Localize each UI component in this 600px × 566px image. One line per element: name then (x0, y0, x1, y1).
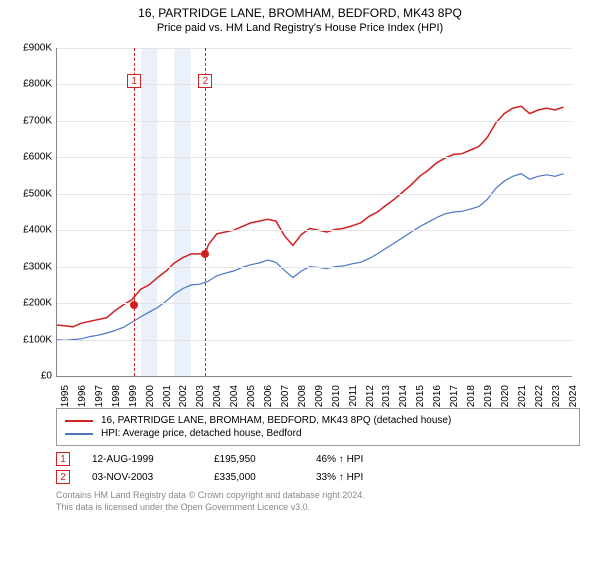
ytick-label: £400K (10, 225, 52, 236)
marker-box: 1 (127, 74, 141, 88)
marker-box: 2 (198, 74, 212, 88)
xtick-label: 2006 (263, 385, 274, 407)
y-axis (56, 48, 57, 376)
footer-attribution: Contains HM Land Registry data © Crown c… (56, 490, 580, 513)
ytick-label: £900K (10, 43, 52, 54)
gridline (56, 376, 572, 377)
xtick-label: 2016 (432, 385, 443, 407)
xtick-label: 2020 (500, 385, 511, 407)
xtick-label: 2007 (280, 385, 291, 407)
xtick-label: 2002 (178, 385, 189, 407)
plot-area: 12 (56, 48, 572, 376)
xtick-label: 2004 (212, 385, 223, 407)
legend-label: 16, PARTRIDGE LANE, BROMHAM, BEDFORD, MK… (101, 415, 451, 426)
marker-dot (201, 250, 209, 258)
legend-swatch (65, 433, 93, 435)
xtick-label: 2017 (449, 385, 460, 407)
ytick-label: £500K (10, 188, 52, 199)
xtick-label: 1999 (128, 385, 139, 407)
xtick-label: 2018 (466, 385, 477, 407)
legend-row: HPI: Average price, detached house, Bedf… (65, 428, 571, 439)
xtick-label: 1998 (111, 385, 122, 407)
transaction-price: £335,000 (214, 472, 294, 483)
xtick-label: 2023 (551, 385, 562, 407)
xtick-label: 2013 (381, 385, 392, 407)
xtick-label: 2005 (246, 385, 257, 407)
xtick-label: 2014 (398, 385, 409, 407)
ytick-label: £200K (10, 298, 52, 309)
xtick-label: 2022 (534, 385, 545, 407)
marker-line (205, 48, 206, 376)
transaction-date: 03-NOV-2003 (92, 472, 192, 483)
transaction-row: 2 03-NOV-2003 £335,000 33% ↑ HPI (56, 470, 580, 484)
series-property (56, 106, 564, 326)
xtick-label: 2024 (568, 385, 579, 407)
footer-line2: This data is licensed under the Open Gov… (56, 502, 580, 514)
xtick-label: 1997 (94, 385, 105, 407)
chart-subtitle: Price paid vs. HM Land Registry's House … (0, 22, 600, 34)
legend-label: HPI: Average price, detached house, Bedf… (101, 428, 302, 439)
xtick-label: 2001 (162, 385, 173, 407)
legend-swatch (65, 420, 93, 422)
ytick-label: £0 (10, 371, 52, 382)
xtick-label: 2000 (145, 385, 156, 407)
transaction-vs-hpi: 33% ↑ HPI (316, 472, 406, 483)
series-hpi (56, 174, 564, 341)
legend: 16, PARTRIDGE LANE, BROMHAM, BEDFORD, MK… (56, 408, 580, 446)
transaction-price: £195,950 (214, 454, 294, 465)
transactions-table: 1 12-AUG-1999 £195,950 46% ↑ HPI 2 03-NOV-200… (56, 452, 580, 484)
xtick-label: 1995 (60, 385, 71, 407)
transaction-vs-hpi: 46% ↑ HPI (316, 454, 406, 465)
xtick-label: 2012 (365, 385, 376, 407)
xtick-label: 2021 (517, 385, 528, 407)
legend-row: 16, PARTRIDGE LANE, BROMHAM, BEDFORD, MK… (65, 415, 571, 426)
chart-container: 16, PARTRIDGE LANE, BROMHAM, BEDFORD, MK… (0, 6, 600, 566)
ytick-label: £600K (10, 152, 52, 163)
xtick-label: 2019 (483, 385, 494, 407)
transaction-date: 12-AUG-1999 (92, 454, 192, 465)
transaction-marker-box: 2 (56, 470, 70, 484)
xtick-label: 2010 (331, 385, 342, 407)
xtick-label: 2008 (297, 385, 308, 407)
transaction-row: 1 12-AUG-1999 £195,950 46% ↑ HPI (56, 452, 580, 466)
xtick-label: 1996 (77, 385, 88, 407)
ytick-label: £800K (10, 79, 52, 90)
ytick-label: £300K (10, 261, 52, 272)
ytick-label: £100K (10, 334, 52, 345)
xtick-label: 2009 (314, 385, 325, 407)
xtick-label: 2004 (229, 385, 240, 407)
xtick-label: 2003 (195, 385, 206, 407)
xtick-label: 2011 (348, 385, 359, 407)
footer-line1: Contains HM Land Registry data © Crown c… (56, 490, 580, 502)
transaction-marker-box: 1 (56, 452, 70, 466)
ytick-label: £700K (10, 115, 52, 126)
chart-area: 12 £0£100K£200K£300K£400K£500K£600K£700K… (10, 42, 580, 402)
marker-line (134, 48, 135, 376)
xtick-label: 2015 (415, 385, 426, 407)
chart-title: 16, PARTRIDGE LANE, BROMHAM, BEDFORD, MK… (0, 6, 600, 20)
marker-dot (130, 301, 138, 309)
